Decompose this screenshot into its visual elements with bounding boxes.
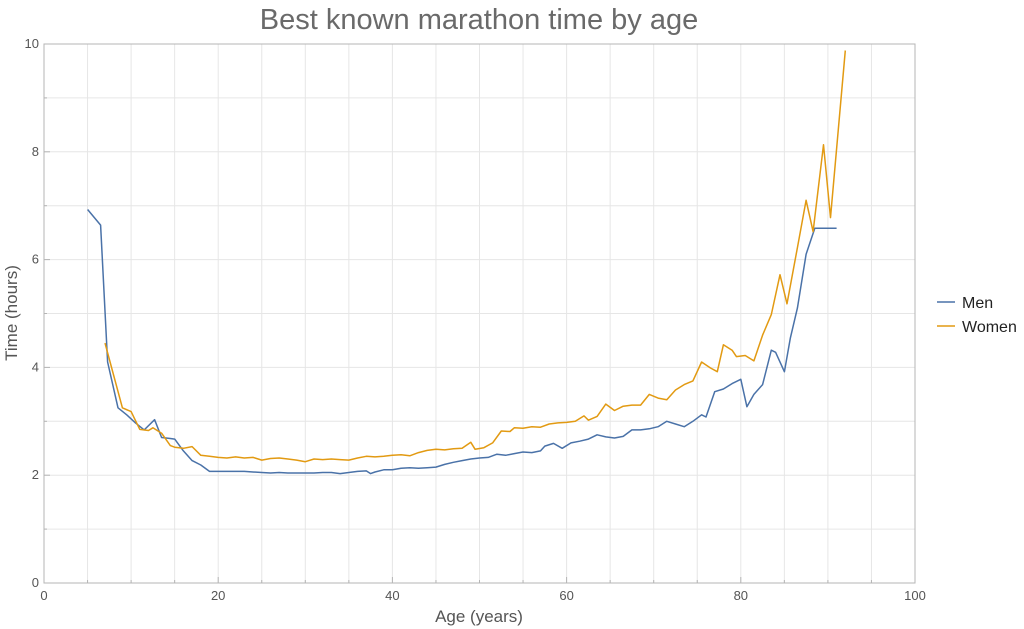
chart-title: Best known marathon time by age bbox=[260, 4, 698, 36]
x-axis-label: Age (years) bbox=[435, 607, 523, 626]
x-tick-label: 60 bbox=[559, 588, 573, 603]
grid bbox=[44, 44, 915, 583]
y-tick-label: 8 bbox=[32, 144, 39, 159]
legend: Men Women bbox=[937, 295, 1017, 336]
y-tick-label: 2 bbox=[32, 467, 39, 482]
axis-ticks: 0 20 40 60 80 100 0 2 4 6 8 10 bbox=[25, 36, 926, 603]
legend-label-women: Women bbox=[962, 319, 1017, 336]
x-tick-label: 40 bbox=[385, 588, 399, 603]
y-tick-label: 4 bbox=[32, 359, 39, 374]
series-lines bbox=[87, 50, 847, 475]
y-tick-label: 6 bbox=[32, 252, 39, 267]
x-tick-label: 20 bbox=[211, 588, 225, 603]
y-tick-label: 10 bbox=[25, 36, 39, 51]
series-line-women bbox=[104, 50, 847, 463]
y-axis-label: Time (hours) bbox=[2, 265, 21, 361]
series-line-men bbox=[87, 209, 837, 475]
legend-label-men: Men bbox=[962, 295, 993, 312]
y-tick-label: 0 bbox=[32, 575, 39, 590]
x-tick-label: 80 bbox=[734, 588, 748, 603]
x-tick-label: 100 bbox=[904, 588, 926, 603]
x-tick-label: 0 bbox=[40, 588, 47, 603]
